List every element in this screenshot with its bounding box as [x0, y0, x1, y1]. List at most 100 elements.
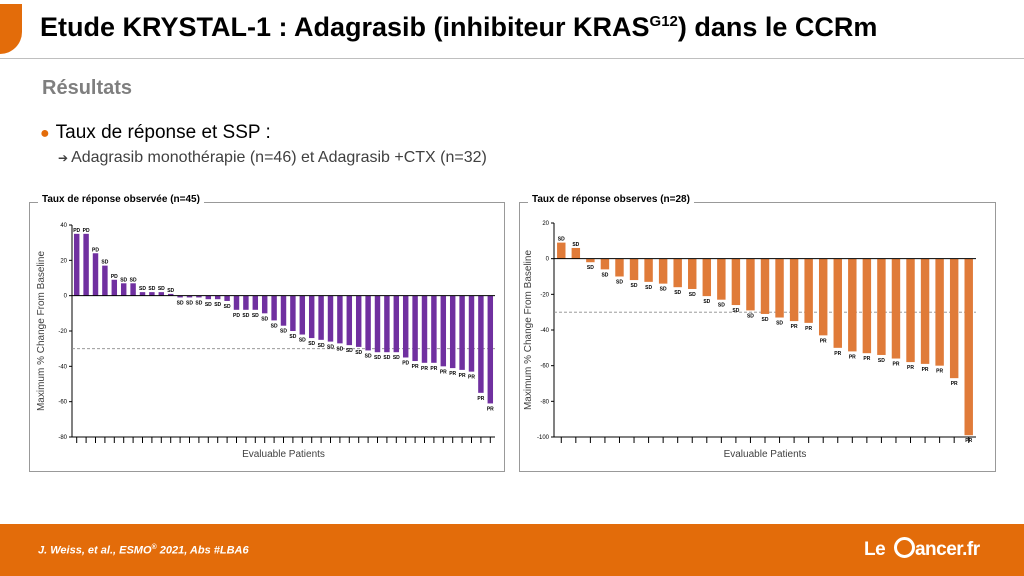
bar-label: PR [849, 354, 856, 360]
bar [421, 295, 428, 363]
bar-label: PD [83, 228, 90, 234]
chart-panel-left: Taux de réponse observée (n=45) 40 20 0 -20… [29, 194, 505, 472]
bar-label: SD [289, 334, 296, 340]
bar [431, 295, 437, 363]
lecancer-logo: Le ancer.fr [864, 537, 980, 560]
bar [615, 258, 624, 277]
bar-label: SD [177, 300, 184, 306]
title-divider [0, 58, 1024, 59]
bar [308, 295, 315, 339]
bar [346, 295, 353, 346]
bar-label: PR [477, 396, 484, 402]
bar [73, 233, 80, 296]
y-tick-label: -40 [58, 364, 67, 370]
bar-label: SD [587, 265, 594, 271]
bar-label: PR [468, 375, 475, 381]
bar-label: SD [186, 300, 193, 306]
bar [600, 258, 610, 270]
bar-label: SD [878, 358, 885, 364]
bar-label: PR [440, 369, 447, 375]
bar [327, 295, 334, 342]
bar [688, 258, 697, 289]
bar [746, 258, 755, 311]
bar-label: SD [101, 260, 108, 266]
bar [205, 295, 212, 300]
y-tick-label: -20 [58, 329, 67, 335]
bar [318, 295, 324, 340]
bar-label: SD [718, 303, 725, 309]
bar [775, 258, 784, 318]
bar-label: SD [242, 313, 249, 319]
bar [224, 295, 230, 301]
bar-label: PR [820, 338, 827, 344]
bar [760, 258, 770, 314]
bar-label: PR [951, 381, 958, 387]
bar [384, 295, 390, 353]
bar [243, 295, 249, 310]
bar-label: SD [214, 302, 221, 308]
slide-title: Etude KRYSTAL-1 : Adagrasib (inhibiteur … [40, 12, 878, 42]
bar-label: SD [261, 316, 268, 322]
chart-title-left: Taux de réponse observée (n=45) [38, 194, 204, 205]
bar [83, 233, 89, 296]
bar [848, 258, 857, 352]
bar [673, 258, 682, 288]
bar [158, 292, 165, 296]
bar [299, 295, 306, 335]
y-tick-label: 0 [546, 257, 550, 263]
bar [120, 283, 127, 296]
bar [271, 295, 277, 321]
bar-label: PR [805, 326, 812, 332]
y-tick-label: -60 [540, 364, 549, 370]
bar [449, 295, 456, 369]
bar [658, 258, 668, 284]
bar [92, 253, 99, 296]
bar [355, 295, 362, 347]
bar [586, 258, 595, 263]
bar-label: PD [92, 247, 99, 253]
bar-label: PR [936, 369, 943, 375]
bar [644, 258, 653, 282]
bar-label: SD [158, 286, 165, 292]
bar-label: PR [791, 324, 798, 330]
bar-label: SD [703, 299, 710, 305]
bar-label: PR [922, 367, 929, 373]
bar [252, 295, 259, 310]
y-tick-label: 40 [60, 223, 67, 229]
bar-label: SD [674, 290, 681, 296]
bar [949, 258, 959, 379]
bar-label: SD [336, 346, 343, 352]
y-tick-label: -80 [58, 435, 67, 441]
y-tick-label: -40 [540, 328, 549, 334]
bar [877, 258, 886, 355]
bar [906, 258, 915, 363]
bar-label: SD [346, 348, 353, 354]
waterfall-chart-right: 20 0 -20 -40 -60 -80 -100 SD SD SD SD SD SD SD SD SD SD S… [523, 221, 976, 460]
bar [167, 293, 174, 296]
bar [487, 295, 494, 404]
bar-label: SD [365, 353, 372, 359]
bar [280, 295, 287, 326]
bar-label: SD [271, 323, 278, 329]
bar-label: PR [430, 366, 437, 372]
bar [459, 295, 465, 370]
bar-label: SD [747, 313, 754, 319]
bar [393, 295, 400, 353]
bar [149, 292, 155, 296]
bar [468, 295, 475, 372]
sub-bullet-text: Adagrasib monothérapie (n=46) et Adagras… [71, 149, 487, 166]
x-axis-label: Evaluable Patients [724, 449, 807, 460]
y-axis-label: Maximum % Change From Baseline [36, 251, 47, 411]
arrow-right-icon: ➔ [58, 151, 69, 165]
bar-label: PR [449, 371, 456, 377]
bar [337, 295, 343, 344]
bar [862, 258, 872, 354]
bar [214, 295, 221, 300]
bar-label: PD [402, 361, 409, 367]
bar [402, 295, 409, 358]
bar-label: SD [195, 300, 202, 306]
bar [891, 258, 901, 359]
bar-label: SD [139, 286, 146, 292]
bar-label: PR [892, 362, 899, 368]
